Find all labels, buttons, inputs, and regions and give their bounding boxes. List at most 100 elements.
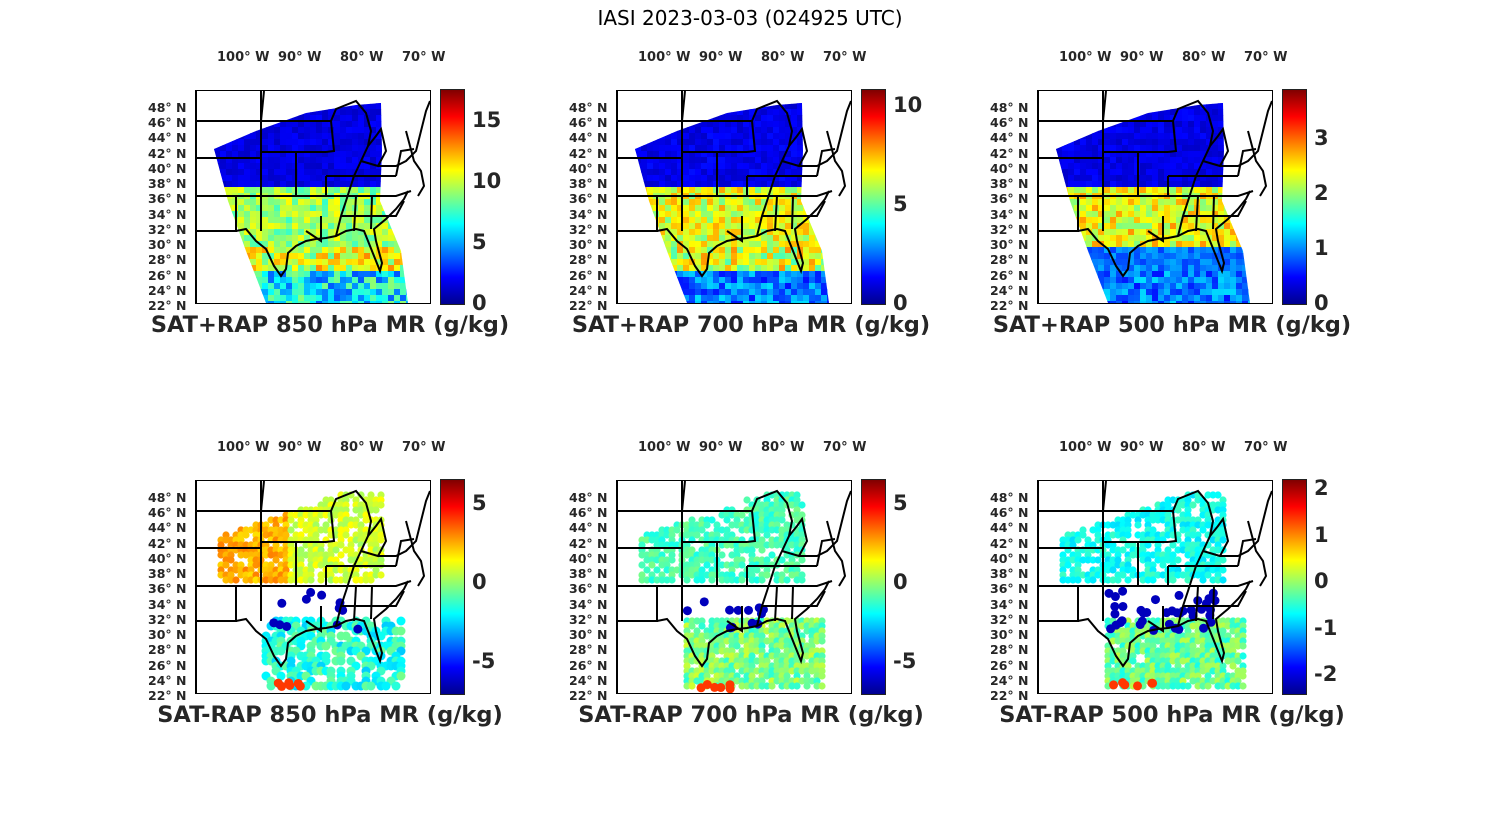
field-cell [821, 247, 828, 254]
field-cell [1212, 271, 1219, 278]
field-cell [725, 235, 732, 242]
field-cell [1074, 241, 1081, 248]
field-cell [821, 241, 828, 248]
field-cell [839, 247, 846, 254]
field-cell [833, 265, 840, 272]
field-cell [232, 271, 239, 278]
field-cell [731, 265, 738, 272]
field-cell [1266, 157, 1272, 164]
colorbar-tick-label: 1 [1314, 236, 1329, 261]
field-cell [773, 163, 780, 170]
field-cell [803, 283, 810, 290]
field-cell [1260, 295, 1267, 302]
field-cell [653, 169, 660, 176]
field-cell [809, 157, 816, 164]
field-cell [1056, 109, 1057, 116]
field-cell [1164, 115, 1171, 122]
field-cell [322, 205, 329, 212]
field-cell [322, 283, 329, 290]
field-cell [1188, 133, 1195, 140]
field-cell [202, 283, 209, 290]
field-cell [1074, 289, 1081, 296]
field-cell [1254, 229, 1261, 236]
field-cell [1164, 169, 1171, 176]
field-cell [1200, 103, 1207, 104]
field-cell [743, 283, 750, 290]
field-cell [370, 241, 377, 248]
field-cell [659, 175, 666, 182]
field-cell [647, 157, 654, 164]
data-point [297, 566, 305, 574]
field-cell [1134, 211, 1141, 218]
field-cell [1170, 289, 1177, 296]
field-cell [1152, 139, 1159, 146]
field-cell [779, 301, 786, 303]
field-cell [749, 163, 756, 170]
field-cell [280, 133, 287, 140]
data-point [372, 496, 380, 504]
field-cell [1128, 157, 1135, 164]
field-cell [298, 169, 305, 176]
field-cell [214, 109, 215, 116]
field-cell [286, 253, 293, 260]
field-cell [833, 271, 840, 278]
field-cell [292, 229, 299, 236]
field-cell [316, 103, 323, 110]
field-cell [1128, 235, 1135, 242]
field-cell [1260, 205, 1267, 212]
field-cell [1152, 289, 1159, 296]
field-cell [761, 181, 768, 188]
field-cell [797, 277, 804, 284]
field-cell [635, 211, 642, 218]
field-cell [1116, 295, 1123, 302]
field-cell [1182, 289, 1189, 296]
field-cell [743, 217, 750, 224]
field-cell [1206, 109, 1213, 116]
field-cell [1242, 217, 1249, 224]
field-cell [256, 253, 263, 260]
field-cell [364, 157, 371, 164]
field-cell [1230, 271, 1237, 278]
field-cell [737, 145, 744, 152]
field-cell [707, 175, 714, 182]
field-cell [767, 235, 774, 242]
field-cell [623, 103, 630, 110]
field-cell [641, 133, 648, 140]
field-cell [1044, 283, 1051, 290]
field-cell [1236, 241, 1243, 248]
field-cell [797, 121, 804, 128]
field-cell [677, 235, 684, 242]
field-cell [743, 277, 750, 284]
field-cell [1200, 211, 1207, 218]
field-cell [298, 265, 305, 272]
field-cell [346, 145, 353, 152]
field-cell [280, 229, 287, 236]
field-cell [1134, 301, 1141, 303]
field-cell [647, 187, 654, 194]
data-point [332, 526, 340, 534]
field-cell [262, 265, 269, 272]
field-cell [659, 169, 666, 176]
field-cell [1242, 103, 1249, 110]
field-cell [202, 277, 209, 284]
field-cell [400, 169, 407, 176]
lon-tick-label: 70° W [402, 440, 446, 455]
field-cell [731, 163, 738, 170]
field-cell [1116, 127, 1123, 134]
data-point [367, 491, 375, 499]
field-cell [1086, 241, 1093, 248]
field-cell [1044, 103, 1051, 110]
field-cell [1062, 283, 1069, 290]
field-cell [713, 145, 720, 152]
field-cell [1224, 235, 1231, 242]
field-cell [641, 187, 648, 194]
field-cell [352, 181, 359, 188]
field-cell [298, 199, 305, 206]
field-cell [1242, 109, 1249, 116]
field-cell [1086, 157, 1093, 164]
field-cell [1230, 103, 1237, 110]
field-cell [1254, 241, 1261, 248]
field-cell [827, 91, 834, 98]
map-panel: 100° W 90° W 80° W 70° W 48° N 46° N 44° N 42° … [541, 50, 961, 350]
field-cell [244, 241, 251, 248]
